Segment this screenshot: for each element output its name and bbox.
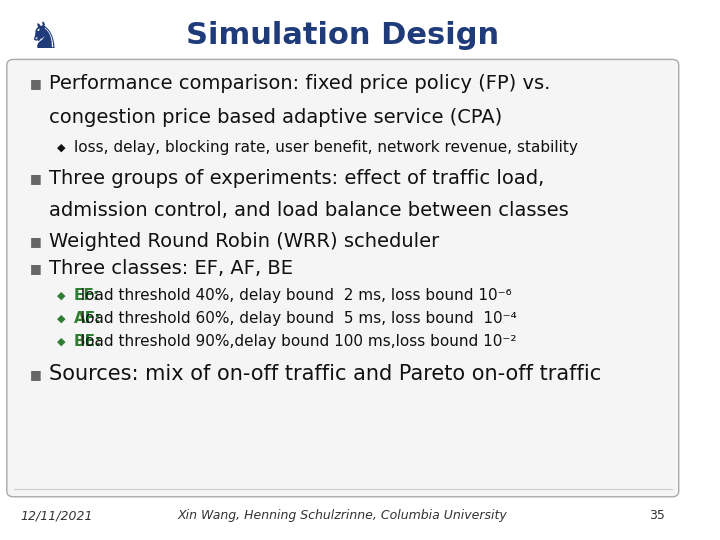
- Text: ♞: ♞: [27, 21, 59, 55]
- Text: ◆: ◆: [58, 143, 66, 152]
- Text: loss, delay, blocking rate, user benefit, network revenue, stability: loss, delay, blocking rate, user benefit…: [74, 140, 578, 155]
- Text: load threshold 90%,delay bound 100 ms,loss bound 10⁻²: load threshold 90%,delay bound 100 ms,lo…: [76, 334, 517, 349]
- Text: Xin Wang, Henning Schulzrinne, Columbia University: Xin Wang, Henning Schulzrinne, Columbia …: [178, 509, 508, 522]
- Text: Simulation Design: Simulation Design: [186, 21, 500, 50]
- Text: congestion price based adaptive service (CPA): congestion price based adaptive service …: [50, 108, 503, 127]
- Text: load threshold 40%, delay bound  2 ms, loss bound 10⁻⁶: load threshold 40%, delay bound 2 ms, lo…: [76, 288, 512, 303]
- Text: Three groups of experiments: effect of traffic load,: Three groups of experiments: effect of t…: [50, 168, 544, 188]
- Text: load threshold 60%, delay bound  5 ms, loss bound  10⁻⁴: load threshold 60%, delay bound 5 ms, lo…: [76, 311, 517, 326]
- FancyBboxPatch shape: [7, 59, 679, 497]
- Text: 35: 35: [649, 509, 665, 522]
- Text: ■: ■: [30, 172, 42, 185]
- Text: EF:: EF:: [74, 288, 100, 303]
- Text: ■: ■: [30, 368, 42, 381]
- Text: ■: ■: [30, 77, 42, 90]
- Text: AF:: AF:: [74, 311, 102, 326]
- Text: Three classes: EF, AF, BE: Three classes: EF, AF, BE: [50, 259, 293, 279]
- Text: Weighted Round Robin (WRR) scheduler: Weighted Round Robin (WRR) scheduler: [50, 232, 440, 252]
- Text: Performance comparison: fixed price policy (FP) vs.: Performance comparison: fixed price poli…: [50, 74, 551, 93]
- Text: ◆: ◆: [58, 314, 66, 323]
- Text: Sources: mix of on-off traffic and Pareto on-off traffic: Sources: mix of on-off traffic and Paret…: [50, 364, 602, 384]
- Text: BE:: BE:: [74, 334, 102, 349]
- Text: ■: ■: [30, 235, 42, 248]
- Text: ◆: ◆: [58, 336, 66, 346]
- Text: ◆: ◆: [58, 291, 66, 301]
- Text: 12/11/2021: 12/11/2021: [21, 509, 93, 522]
- Text: ■: ■: [30, 262, 42, 275]
- Text: admission control, and load balance between classes: admission control, and load balance betw…: [50, 201, 569, 220]
